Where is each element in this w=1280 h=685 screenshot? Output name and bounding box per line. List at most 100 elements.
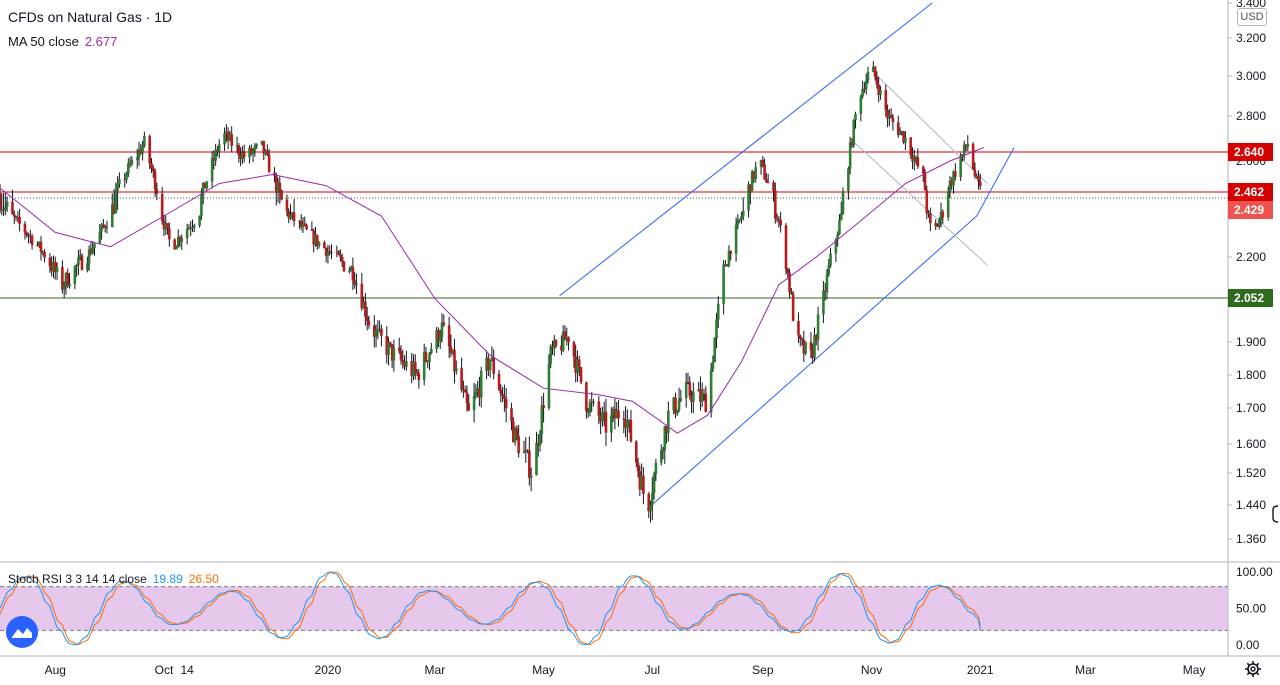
- candle-body: [66, 272, 70, 287]
- candle-body: [68, 284, 71, 287]
- candle-body: [228, 134, 232, 141]
- price-tick-label: 1.520: [1236, 466, 1266, 480]
- candle-body: [863, 88, 866, 90]
- candle-body: [353, 280, 356, 286]
- candle-body: [872, 66, 875, 72]
- candle-body: [535, 443, 538, 476]
- candle-body: [474, 391, 478, 396]
- candle-body: [864, 80, 868, 90]
- candle-body: [53, 262, 57, 272]
- tradingview-logo-icon[interactable]: [6, 616, 38, 648]
- candle-body: [80, 255, 84, 270]
- candle-body: [413, 361, 417, 372]
- candle-body: [586, 411, 590, 413]
- candle-body: [390, 344, 394, 361]
- candle-body: [873, 66, 877, 77]
- candle-body: [485, 357, 488, 371]
- candle-body: [962, 144, 966, 155]
- candle-body: [287, 211, 291, 219]
- candle-body: [724, 264, 727, 267]
- candle-body: [267, 154, 271, 173]
- candle-body: [713, 338, 716, 363]
- candle-body: [25, 232, 29, 236]
- candle-body: [715, 319, 718, 339]
- stoch-tick-label: 100.00: [1236, 565, 1273, 579]
- candle-body: [661, 450, 665, 452]
- candle-body: [900, 131, 904, 133]
- price-label-box: [1228, 289, 1273, 307]
- candle-body: [847, 168, 850, 192]
- candle-body: [642, 475, 645, 494]
- candle-body: [11, 201, 14, 215]
- candle-body: [274, 175, 278, 192]
- candle-body: [914, 157, 918, 159]
- candle-body: [266, 150, 269, 155]
- ma-legend: MA 50 close 2.677: [8, 34, 117, 49]
- candle-body: [50, 266, 53, 272]
- price-label-box: [1228, 183, 1273, 201]
- candle-body: [339, 254, 342, 257]
- candle-body: [640, 475, 643, 490]
- candle-body: [674, 397, 677, 414]
- candle-body: [374, 330, 378, 337]
- candle-body: [601, 412, 604, 422]
- candle-body: [638, 471, 642, 490]
- stoch-tick-label: 0.00: [1236, 638, 1260, 652]
- candle-body: [37, 241, 41, 246]
- price-scale-handle-icon[interactable]: [1272, 504, 1280, 524]
- candle-body: [888, 115, 891, 119]
- candle-body: [572, 342, 576, 357]
- stoch-d-value: 26.50: [188, 572, 219, 586]
- candle-body: [497, 373, 501, 390]
- candle-body: [813, 334, 816, 359]
- candle-body: [141, 145, 144, 154]
- candle-body: [251, 150, 255, 154]
- candle-body: [749, 184, 752, 192]
- candle-body: [173, 239, 176, 250]
- candle-body: [501, 394, 504, 397]
- candle-body: [487, 357, 490, 371]
- candle-body: [702, 393, 706, 395]
- candle-body: [89, 249, 93, 254]
- candle-body: [166, 223, 169, 229]
- candle-body: [12, 214, 16, 217]
- candle-body: [649, 505, 652, 512]
- candle-body: [852, 120, 856, 146]
- candle-body: [214, 149, 217, 161]
- currency-badge[interactable]: USD: [1237, 8, 1267, 26]
- candle-body: [692, 391, 695, 403]
- candle-body: [242, 152, 246, 158]
- candle-body: [23, 223, 27, 233]
- candle-body: [217, 144, 221, 152]
- candle-body: [576, 359, 579, 373]
- price-label-text: 2.429: [1234, 203, 1264, 217]
- candle-body: [579, 367, 583, 383]
- candle-body: [829, 253, 832, 266]
- candle-body: [48, 257, 52, 267]
- candle-body: [135, 157, 139, 160]
- settings-gear-icon[interactable]: [1244, 660, 1262, 678]
- candle-body: [430, 348, 433, 354]
- candle-body: [651, 492, 654, 506]
- candle-body: [301, 223, 305, 228]
- candle-body: [604, 411, 608, 433]
- candle-body: [376, 329, 380, 331]
- time-tick-label: Nov: [861, 663, 882, 677]
- candle-body: [75, 265, 78, 267]
- candle-body: [952, 171, 955, 186]
- candle-body: [879, 89, 882, 96]
- ma-value: 2.677: [84, 34, 118, 49]
- candle-body: [351, 266, 355, 281]
- candle-body: [2, 209, 5, 211]
- candle-body: [476, 388, 479, 392]
- candle-body: [588, 402, 592, 413]
- price-label-text: 2.640: [1234, 145, 1264, 159]
- candle-body: [875, 76, 879, 85]
- candle-body: [814, 334, 818, 341]
- candle-body: [164, 223, 168, 230]
- candle-body: [200, 195, 203, 216]
- candle-body: [973, 169, 977, 177]
- candle-body: [16, 216, 20, 218]
